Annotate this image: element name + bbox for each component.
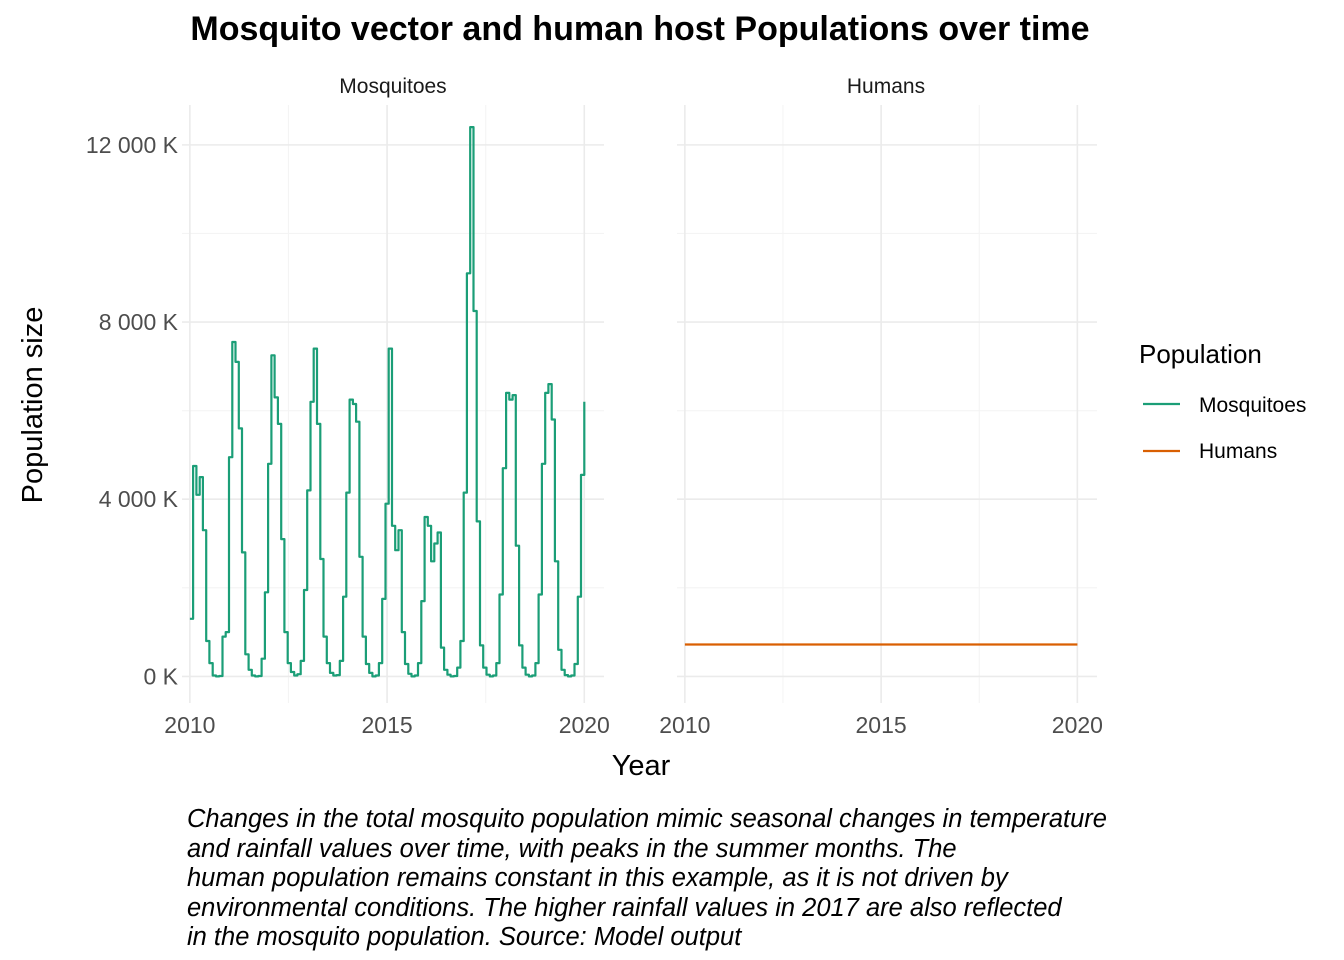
caption-line: and rainfall values over time, with peak… bbox=[187, 834, 957, 863]
x-tick-label: 2010 bbox=[659, 712, 710, 738]
y-axis: 0 K 4 000 K 8 000 K 12 000 K bbox=[86, 132, 179, 690]
x-tick-label: 2015 bbox=[361, 712, 412, 738]
y-tick-label: 4 000 K bbox=[99, 486, 179, 512]
legend-label-humans: Humans bbox=[1199, 440, 1277, 463]
panel-humans: 2010 2015 2020 bbox=[659, 105, 1103, 738]
strip-label-humans: Humans bbox=[847, 75, 925, 98]
caption-line: in the mosquito population. Source: Mode… bbox=[187, 923, 742, 951]
strip-label-mosquitoes: Mosquitoes bbox=[339, 75, 446, 98]
y-tick-label: 8 000 K bbox=[99, 309, 179, 335]
x-tick-label: 2020 bbox=[559, 712, 610, 738]
y-tick-label: 12 000 K bbox=[86, 132, 179, 158]
y-axis-title: Population size bbox=[17, 307, 49, 504]
chart-title: Mosquito vector and human host Populatio… bbox=[190, 10, 1090, 48]
caption-line: Changes in the total mosquito population… bbox=[187, 805, 1107, 833]
x-tick-label: 2010 bbox=[164, 712, 215, 738]
legend-title: Population bbox=[1139, 339, 1262, 369]
x-tick-label: 2015 bbox=[856, 712, 907, 738]
caption-line: human population remains constant in thi… bbox=[187, 864, 1008, 892]
x-axis-title: Year bbox=[612, 750, 671, 782]
y-tick-label: 0 K bbox=[143, 663, 178, 689]
panel-mosquitoes: 2010 2015 2020 bbox=[164, 105, 610, 738]
legend: Population Mosquitoes Humans bbox=[1139, 339, 1306, 463]
caption-line: environmental conditions. The higher rai… bbox=[187, 893, 1062, 922]
series-line-mosquitoes bbox=[189, 126, 586, 678]
legend-label-mosquitoes: Mosquitoes bbox=[1199, 394, 1306, 417]
caption: Changes in the total mosquito population… bbox=[187, 805, 1287, 953]
x-tick-label: 2020 bbox=[1052, 712, 1103, 738]
